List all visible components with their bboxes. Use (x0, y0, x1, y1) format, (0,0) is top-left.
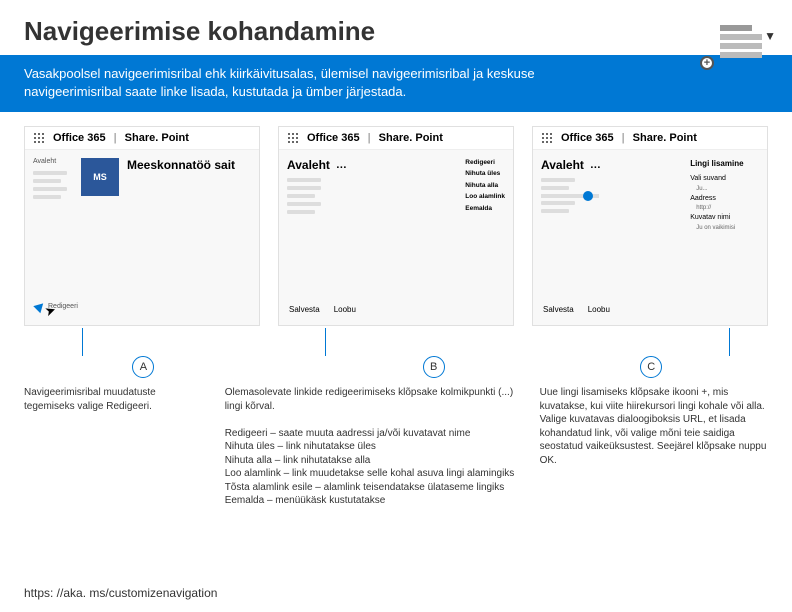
waffle-icon[interactable] (541, 132, 553, 144)
edit-link[interactable]: Redigeeri (35, 302, 78, 311)
cancel-button[interactable]: Loobu (588, 305, 610, 314)
brand-label: Office 365 (561, 132, 614, 144)
step-labels: A B C (0, 356, 792, 386)
field-value[interactable]: Ju on vaikimisi (690, 224, 743, 233)
label-b: B (423, 356, 445, 378)
save-button[interactable]: Salvesta (289, 305, 320, 314)
panel-b: Office 365 | Share. Point Avaleht … Redi… (278, 126, 514, 326)
ellipsis-icon[interactable]: … (336, 159, 348, 171)
brand-label: Office 365 (53, 132, 106, 144)
dialog-title: Lingi lisamine (690, 158, 743, 170)
waffle-icon[interactable] (287, 132, 299, 144)
waffle-icon[interactable] (33, 132, 45, 144)
separator: | (368, 132, 371, 144)
app-label: Share. Point (379, 132, 443, 144)
panel-a: Office 365 | Share. Point Avaleht MS Mee… (24, 126, 260, 326)
brand-label: Office 365 (307, 132, 360, 144)
page-description: Vasakpoolsel navigeerimisribal ehk kiirk… (24, 65, 544, 100)
app-label: Share. Point (125, 132, 189, 144)
captions-row: Navigeerimisribal muudatuste tegemiseks … (0, 386, 792, 518)
site-tile[interactable]: MS (81, 158, 119, 196)
page-title: Navigeerimise kohandamine (24, 16, 768, 47)
site-title: Meeskonnatöö sait (127, 158, 235, 314)
field-label: Kuvatav nimi (690, 213, 743, 224)
caption-b: Olemasolevate linkide redigeerimiseks kl… (225, 386, 522, 508)
caption-c: Uue lingi lisamiseks klõpsake ikooni +, … (540, 386, 768, 508)
menu-sublink[interactable]: Loo alamlink (465, 192, 505, 202)
field-label: Aadress (690, 194, 743, 205)
ellipsis-icon[interactable]: … (590, 159, 602, 171)
plus-icon: + (700, 56, 714, 70)
left-nav: Avaleht (33, 158, 73, 314)
panel-c: Office 365 | Share. Point Avaleht … Ling… (532, 126, 768, 326)
insert-indicator[interactable] (541, 194, 599, 198)
caption-a: Navigeerimisribal muudatuste tegemiseks … (24, 386, 207, 508)
nav-home-label[interactable]: Avaleht (33, 158, 73, 165)
panel-header: Office 365 | Share. Point (533, 127, 767, 150)
menu-up[interactable]: Nihuta üles (465, 169, 505, 179)
field-value[interactable]: http:// (690, 204, 743, 213)
menu-edit[interactable]: Redigeeri (465, 158, 505, 168)
separator: | (622, 132, 625, 144)
avaleht-label[interactable]: Avaleht (541, 158, 584, 172)
connectors (0, 328, 792, 356)
panels-row: Office 365 | Share. Point Avaleht MS Mee… (0, 112, 792, 334)
menu-remove[interactable]: Eemalda (465, 204, 505, 214)
nav-reorder-icon: ▼ + (720, 25, 762, 66)
separator: | (114, 132, 117, 144)
context-menu: Redigeeri Nihuta üles Nihuta alla Loo al… (465, 158, 505, 218)
cancel-button[interactable]: Loobu (334, 305, 356, 314)
field-label: Vali suvand (690, 174, 743, 185)
save-button[interactable]: Salvesta (543, 305, 574, 314)
footer-link[interactable]: https: //aka. ms/customizenavigation (24, 586, 217, 600)
avaleht-label[interactable]: Avaleht (287, 158, 330, 172)
menu-down[interactable]: Nihuta alla (465, 181, 505, 191)
description-band: Vasakpoolsel navigeerimisribal ehk kiirk… (0, 55, 792, 112)
panel-header: Office 365 | Share. Point (25, 127, 259, 150)
arrow-down-icon: ▼ (764, 29, 776, 43)
label-c: C (640, 356, 662, 378)
label-a: A (132, 356, 154, 378)
page-header: Navigeerimise kohandamine (0, 0, 792, 55)
field-value[interactable]: Ju... (690, 185, 743, 194)
app-label: Share. Point (633, 132, 697, 144)
panel-header: Office 365 | Share. Point (279, 127, 513, 150)
add-link-dialog: Lingi lisamine Vali suvand Ju... Aadress… (690, 158, 743, 233)
